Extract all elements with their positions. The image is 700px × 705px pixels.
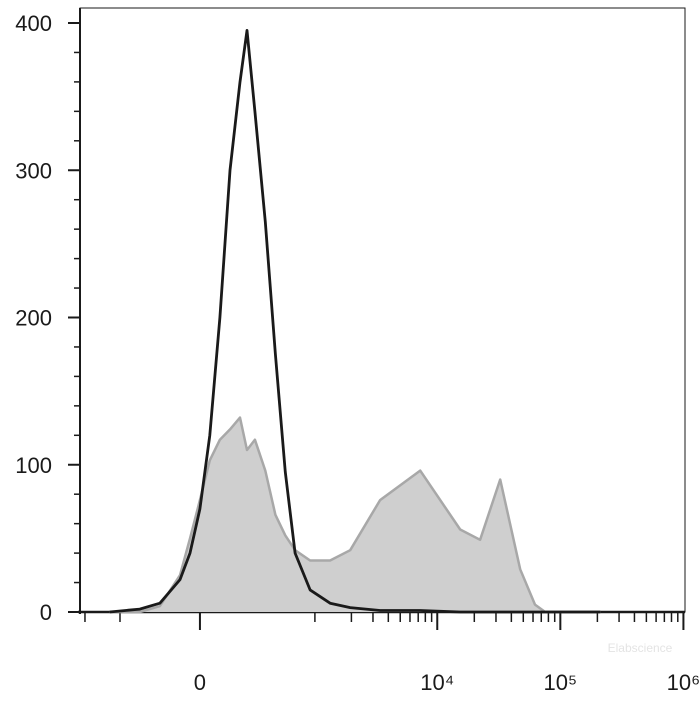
histogram-line xyxy=(109,29,601,614)
area-outline xyxy=(109,416,601,614)
area-fill xyxy=(109,417,601,612)
x-tick-label: 0 xyxy=(194,670,206,695)
y-tick-label: 300 xyxy=(15,158,52,183)
y-tick-label: 0 xyxy=(40,600,52,625)
y-tick-label: 100 xyxy=(15,453,52,478)
x-tick-label: 10⁴ xyxy=(420,670,454,695)
watermark: Elabscience xyxy=(608,641,673,655)
y-tick-label: 400 xyxy=(15,11,52,36)
y-tick-label: 200 xyxy=(15,306,52,331)
x-tick-label: 10⁵ xyxy=(544,670,578,695)
x-tick-label: 10⁶ xyxy=(667,670,700,695)
